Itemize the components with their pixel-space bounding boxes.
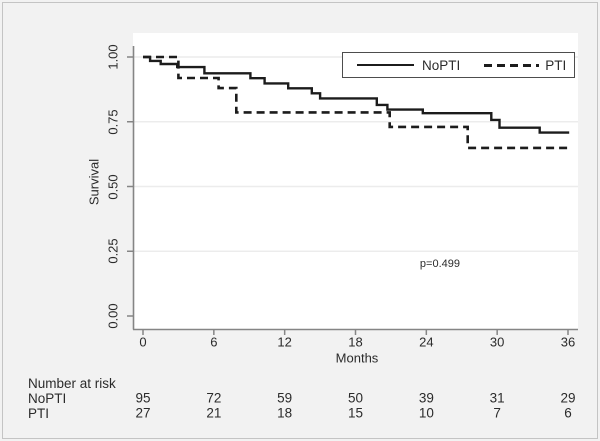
y-tick-label: 0.75 (105, 109, 121, 135)
x-axis-title: Months (335, 350, 379, 366)
x-tick-label: 24 (419, 334, 434, 350)
risk-count: 21 (206, 405, 222, 421)
risk-count: 39 (418, 390, 434, 406)
risk-count: 27 (135, 405, 151, 421)
x-tick-label: 30 (489, 334, 505, 350)
legend-label-pti: PTI (545, 57, 567, 73)
y-axis-title: Survival (86, 158, 102, 206)
risk-count: 29 (560, 390, 576, 406)
risk-count: 72 (206, 390, 222, 406)
risk-count: 31 (489, 390, 505, 406)
x-tick-label: 36 (560, 334, 576, 350)
x-tick-label: 12 (277, 334, 292, 350)
risk-count: 6 (564, 405, 572, 421)
y-tick-label: 0.50 (105, 173, 121, 200)
x-tick-label: 0 (139, 334, 147, 350)
p-value-annotation: p=0.499 (419, 258, 460, 270)
legend-dashed-line-icon (484, 63, 540, 67)
risk-count: 10 (418, 405, 434, 421)
y-tick-label: 0.25 (105, 238, 121, 264)
survival-curve-pti (143, 55, 571, 150)
legend-box: NoPTI PTI (342, 52, 575, 78)
risk-count: 95 (135, 390, 151, 406)
x-tick-label: 18 (348, 334, 363, 350)
x-tick-label: 6 (210, 334, 218, 350)
risk-row-label-nopti: NoPTI (28, 391, 67, 406)
y-tick-label: 1.00 (105, 44, 121, 70)
risk-count: 15 (347, 405, 364, 421)
plot-area (133, 33, 578, 329)
risk-count: 59 (277, 390, 293, 406)
risk-count: 18 (277, 405, 293, 421)
risk-row-label-pti: PTI (28, 406, 50, 421)
risk-count: 50 (347, 390, 364, 406)
legend-label-nopti: NoPTI (422, 57, 461, 73)
legend-solid-line-icon (357, 63, 414, 67)
risk-table-title: Number at risk (28, 376, 116, 391)
risk-count: 7 (493, 405, 501, 421)
y-tick-label: 0.00 (105, 303, 121, 329)
